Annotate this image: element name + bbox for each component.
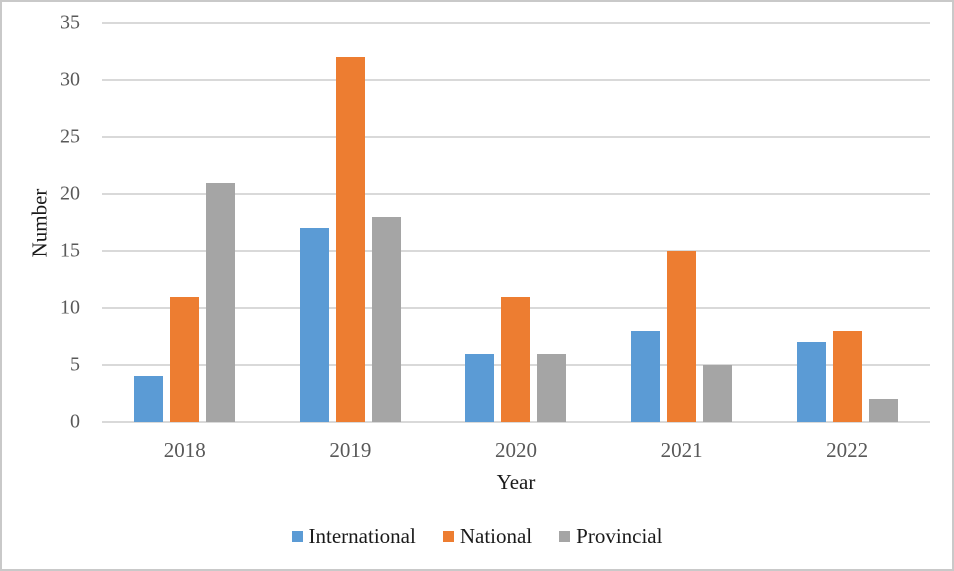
bar-national-2019 — [335, 57, 365, 422]
gridline-y-30 — [102, 79, 930, 81]
bar-international-2022 — [796, 342, 826, 422]
y-tick-label-10: 10 — [60, 296, 80, 319]
bar-international-2021 — [631, 330, 661, 422]
legend-item-international: International — [291, 524, 416, 548]
x-axis-title: Year — [496, 470, 536, 494]
legend-label-national: National — [459, 524, 533, 548]
legend: International National Provincial — [2, 526, 952, 547]
x-axis-tick-labels: 2018 2019 2020 2021 2022 — [102, 438, 930, 463]
x-tick-label-2020: 2020 — [494, 438, 537, 462]
bar-national-2020 — [501, 296, 531, 422]
bar-international-2019 — [299, 228, 329, 422]
bar-national-2022 — [832, 330, 862, 422]
gridline-y-15 — [102, 250, 930, 252]
bar-provincial-2021 — [703, 365, 733, 422]
bar-group-2021 — [599, 23, 765, 422]
bar-national-2018 — [170, 296, 200, 422]
y-tick-label-30: 30 — [60, 68, 80, 91]
y-axis-tick-labels: 0 5 10 15 20 25 30 35 — [2, 12, 80, 433]
bar-provincial-2020 — [537, 353, 567, 422]
legend-swatch-provincial — [559, 531, 571, 542]
plot-area — [102, 22, 930, 423]
legend-swatch-international — [291, 531, 303, 542]
bar-international-2020 — [465, 353, 495, 422]
x-tick-label-2019: 2019 — [329, 438, 372, 462]
gridline-y-25 — [102, 136, 930, 138]
y-tick-label-35: 35 — [60, 11, 80, 34]
legend-swatch-national — [442, 531, 454, 542]
y-tick-label-25: 25 — [60, 125, 80, 148]
bar-group-2019 — [268, 23, 434, 422]
bar-provincial-2018 — [206, 182, 236, 422]
y-tick-label-0: 0 — [70, 410, 80, 433]
bar-group-2022 — [764, 23, 930, 422]
bar-group-2018 — [102, 23, 268, 422]
y-tick-label-15: 15 — [60, 239, 80, 262]
legend-item-provincial: Provincial — [559, 526, 662, 547]
gridline-y-0 — [102, 421, 930, 423]
y-tick-label-20: 20 — [60, 182, 80, 205]
bar-provincial-2019 — [371, 216, 401, 422]
legend-label-provincial: Provincial — [576, 524, 663, 548]
bar-provincial-2022 — [868, 399, 898, 422]
legend-label-international: International — [308, 524, 416, 548]
bar-group-2020 — [433, 23, 599, 422]
y-tick-label-5: 5 — [70, 353, 80, 376]
bar-national-2021 — [667, 251, 697, 422]
x-tick-label-2021: 2021 — [660, 438, 703, 462]
x-tick-label-2018: 2018 — [163, 438, 206, 462]
gridline-y-20 — [102, 193, 930, 195]
x-tick-label-2022: 2022 — [826, 438, 869, 462]
gridline-y-35 — [102, 22, 930, 24]
legend-item-national: National — [442, 524, 533, 548]
bar-groups — [102, 23, 930, 422]
bar-international-2018 — [134, 376, 164, 422]
